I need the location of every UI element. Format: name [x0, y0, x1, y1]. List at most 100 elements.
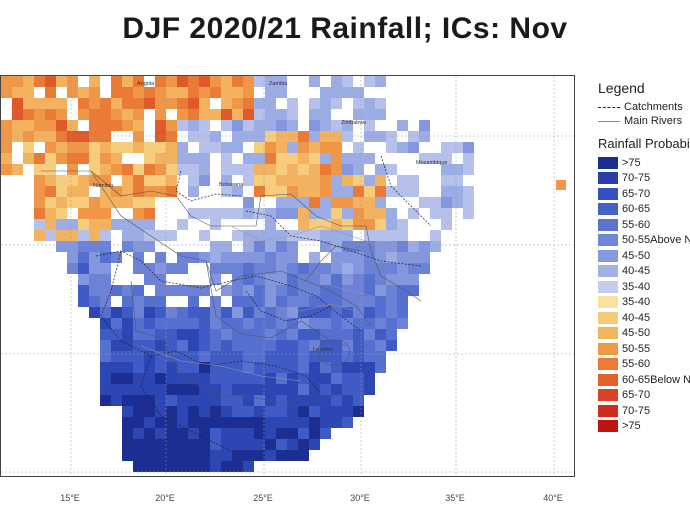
probability-cell — [210, 252, 221, 263]
probability-cell — [276, 351, 287, 362]
probability-cell — [243, 153, 254, 164]
probability-cell — [12, 87, 23, 98]
probability-cell — [265, 318, 276, 329]
probability-cell — [166, 164, 177, 175]
probability-cell — [67, 153, 78, 164]
probability-cell — [221, 241, 232, 252]
probability-cell — [232, 406, 243, 417]
probability-cell — [331, 373, 342, 384]
probability-cell — [221, 285, 232, 296]
probability-cell — [122, 76, 133, 87]
probability-cell — [199, 230, 210, 241]
probability-cell — [298, 329, 309, 340]
probability-cell — [221, 373, 232, 384]
probability-cell — [232, 461, 243, 472]
probability-cell — [265, 219, 276, 230]
probability-cell — [408, 131, 419, 142]
probability-cell — [353, 318, 364, 329]
probability-cell — [375, 197, 386, 208]
probability-cell — [166, 307, 177, 318]
probability-cell — [320, 395, 331, 406]
probability-cell — [243, 230, 254, 241]
probability-cell — [188, 296, 199, 307]
probability-cell — [34, 197, 45, 208]
probability-cell — [221, 406, 232, 417]
probability-cell — [56, 120, 67, 131]
probability-cell — [364, 186, 375, 197]
probability-cell — [243, 252, 254, 263]
probability-cell — [166, 384, 177, 395]
probability-cell — [155, 87, 166, 98]
probability-cell — [12, 120, 23, 131]
probability-cell — [78, 142, 89, 153]
probability-cell — [232, 362, 243, 373]
probability-cell — [111, 153, 122, 164]
probability-cell — [210, 450, 221, 461]
probability-cell — [331, 208, 342, 219]
probability-cell — [320, 241, 331, 252]
probability-cell — [320, 153, 331, 164]
probability-cell — [441, 164, 452, 175]
probability-cell — [45, 230, 56, 241]
probability-cell — [408, 252, 419, 263]
probability-cell — [45, 197, 56, 208]
probability-cell — [100, 186, 111, 197]
map-canvas: Angola Zambia Zimbabwe Mozambique Namibi… — [1, 76, 574, 476]
probability-cell — [320, 120, 331, 131]
probability-cell — [386, 296, 397, 307]
probability-cell — [375, 230, 386, 241]
probability-cell — [276, 153, 287, 164]
probability-cell — [78, 109, 89, 120]
probability-cell — [12, 76, 23, 87]
swatch-label: 70-75 — [622, 172, 651, 185]
probability-cell — [155, 164, 166, 175]
probability-cell — [298, 131, 309, 142]
probability-cell — [309, 153, 320, 164]
probability-cell — [298, 307, 309, 318]
probability-cell — [331, 131, 342, 142]
probability-cell — [342, 197, 353, 208]
probability-cell — [133, 428, 144, 439]
probability-cell — [188, 252, 199, 263]
probability-cell — [298, 142, 309, 153]
probability-cell — [177, 450, 188, 461]
probability-cell — [375, 175, 386, 186]
probability-cell — [353, 340, 364, 351]
probability-cell — [243, 285, 254, 296]
probability-cell — [100, 263, 111, 274]
probability-cell — [56, 153, 67, 164]
probability-cell — [452, 142, 463, 153]
color-swatch — [598, 327, 618, 340]
probability-cell — [177, 87, 188, 98]
probability-cell — [221, 461, 232, 472]
probability-cell — [243, 461, 254, 472]
river-label: Main Rivers — [624, 115, 683, 127]
probability-cell — [122, 120, 133, 131]
x-tick-label: 15°E — [60, 493, 80, 503]
probability-cell — [111, 395, 122, 406]
probability-cell — [12, 98, 23, 109]
probability-cell — [397, 186, 408, 197]
map-title: DJF 2020/21 Rainfall; ICs: Nov — [122, 12, 568, 45]
probability-cell — [386, 219, 397, 230]
probability-cell — [199, 131, 210, 142]
probability-cell — [111, 98, 122, 109]
probability-cell — [166, 406, 177, 417]
probability-cell — [298, 406, 309, 417]
probability-cell — [276, 318, 287, 329]
probability-cell — [419, 197, 430, 208]
probability-cell — [298, 428, 309, 439]
legend-swatch-row: >75 — [598, 419, 690, 435]
probability-cell — [342, 318, 353, 329]
probability-cell — [408, 241, 419, 252]
probability-cell — [243, 208, 254, 219]
probability-cell — [375, 186, 386, 197]
probability-cell — [199, 87, 210, 98]
probability-cell — [155, 142, 166, 153]
probability-cell — [155, 274, 166, 285]
probability-cell — [78, 87, 89, 98]
probability-cell — [375, 241, 386, 252]
probability-cell — [210, 131, 221, 142]
swatch-label: 55-60 — [622, 218, 651, 231]
